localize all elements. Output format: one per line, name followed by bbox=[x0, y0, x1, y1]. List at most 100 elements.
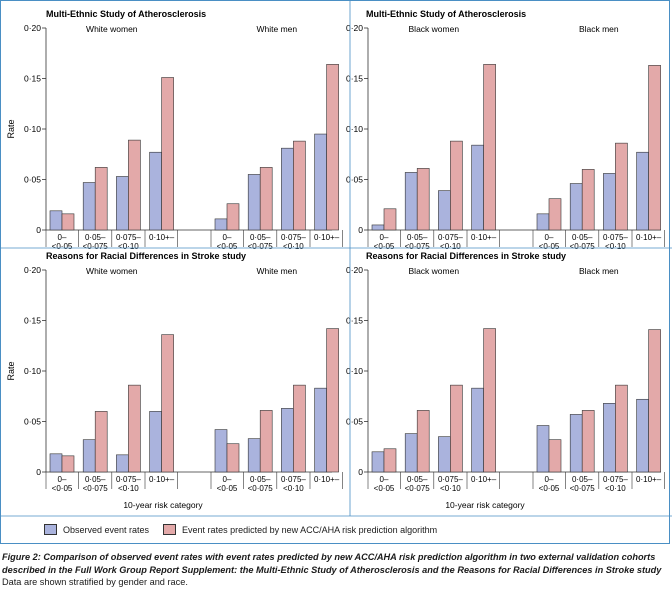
category-label-line1: 0·075– bbox=[438, 475, 463, 484]
bar-observed bbox=[214, 429, 228, 473]
bar-predicted bbox=[259, 167, 273, 231]
bar-predicted bbox=[450, 384, 463, 473]
group-label: White men bbox=[256, 266, 297, 276]
category-label-line2: <0·05 bbox=[539, 484, 560, 493]
bar-predicted bbox=[94, 411, 108, 473]
y-tick-label: 0·05 bbox=[24, 417, 41, 427]
legend-predicted-swatch bbox=[163, 524, 177, 535]
category-label-line2: <0·075 bbox=[248, 484, 274, 493]
category-label-line1: 0·075– bbox=[116, 475, 141, 484]
y-tick-label: 0·15 bbox=[24, 74, 41, 84]
category-label-line2: <0·10 bbox=[118, 484, 139, 493]
y-tick-label: 0 bbox=[36, 225, 41, 235]
bar-predicted bbox=[416, 168, 430, 231]
legend: Observed event rates Event rates predict… bbox=[44, 524, 451, 535]
category-label-line1: 0– bbox=[380, 233, 389, 242]
bar-predicted bbox=[615, 384, 628, 473]
figure-caption: Figure 2: Comparison of observed event r… bbox=[2, 551, 670, 589]
bar-observed bbox=[536, 213, 550, 231]
category-label-line2: <0·075 bbox=[83, 242, 109, 251]
bar-observed bbox=[471, 387, 484, 473]
y-tick-label: 0·10 bbox=[24, 366, 41, 376]
legend-observed-label: Observed event rates bbox=[63, 524, 150, 535]
bar-predicted bbox=[128, 139, 141, 231]
category-label-line2: <0·05 bbox=[217, 242, 238, 251]
category-label-line1: 0·05– bbox=[250, 475, 271, 484]
bar-observed bbox=[281, 408, 294, 473]
x-axis-label: 10-year risk category bbox=[123, 500, 203, 510]
category-label-line1: 0·05– bbox=[572, 475, 593, 484]
bar-predicted bbox=[293, 384, 306, 473]
chart-title: Multi-Ethnic Study of Atherosclerosis bbox=[366, 9, 526, 19]
bar-observed bbox=[82, 182, 96, 231]
group-label: White men bbox=[256, 24, 297, 34]
category-label-line2: <0·05 bbox=[374, 484, 395, 493]
charts-svg: Multi-Ethnic Study of Atherosclerosis 0 0·… bbox=[0, 0, 672, 517]
category-label-line2: <0·10 bbox=[605, 484, 626, 493]
bar-observed bbox=[281, 147, 294, 231]
category-label-line1: 0– bbox=[545, 233, 554, 242]
category-label-line1: 0·075– bbox=[438, 233, 463, 242]
bar-predicted bbox=[648, 65, 661, 231]
bar-observed bbox=[314, 387, 327, 473]
bar-observed bbox=[371, 224, 385, 231]
bar-predicted bbox=[383, 208, 397, 231]
bar-observed bbox=[636, 151, 649, 231]
y-tick-label: 0·10 bbox=[346, 124, 363, 134]
group-label: Black men bbox=[579, 266, 619, 276]
bar-predicted bbox=[326, 328, 339, 473]
chart-panel-2: Multi-Ethnic Study of Atherosclerosis 0 0·… bbox=[346, 9, 665, 251]
category-label-line1: 0·10+– bbox=[314, 233, 340, 242]
bar-observed bbox=[149, 411, 162, 473]
chart-title: Multi-Ethnic Study of Atherosclerosis bbox=[46, 9, 206, 19]
y-tick-label: 0 bbox=[358, 225, 363, 235]
bar-predicted bbox=[161, 334, 174, 473]
bar-predicted bbox=[61, 213, 75, 231]
y-tick-label: 0·20 bbox=[24, 265, 41, 275]
category-label-line1: 0·075– bbox=[281, 475, 306, 484]
x-axis-label: 10-year risk category bbox=[445, 500, 525, 510]
category-label-line1: 0·05– bbox=[407, 233, 428, 242]
category-label-line1: 0– bbox=[58, 475, 67, 484]
legend-observed: Observed event rates bbox=[44, 524, 149, 535]
category-label-line2: <0·05 bbox=[217, 484, 238, 493]
bar-observed bbox=[82, 439, 96, 473]
category-label-line1: 0·05– bbox=[85, 233, 106, 242]
bar-observed bbox=[214, 218, 228, 231]
chart-panel-4: Reasons for Racial Differences in Stroke… bbox=[346, 251, 665, 510]
bar-predicted bbox=[450, 140, 463, 231]
bar-observed bbox=[438, 190, 451, 231]
y-tick-label: 0 bbox=[36, 467, 41, 477]
bar-predicted bbox=[581, 169, 595, 231]
category-label-line2: <0·075 bbox=[570, 484, 596, 493]
bar-observed bbox=[116, 176, 129, 231]
category-label-line2: <0·05 bbox=[539, 242, 560, 251]
category-label-line1: 0·10+– bbox=[314, 475, 340, 484]
category-label-line1: 0·075– bbox=[116, 233, 141, 242]
bar-observed bbox=[471, 144, 484, 231]
legend-predicted: Event rates predicted by new ACC/AHA ris… bbox=[163, 524, 437, 535]
bar-observed bbox=[149, 151, 162, 231]
category-label-line2: <0·10 bbox=[440, 242, 461, 251]
category-label-line2: <0·075 bbox=[248, 242, 274, 251]
legend-observed-swatch bbox=[44, 524, 57, 535]
bar-observed bbox=[116, 454, 129, 473]
chart-title: Reasons for Racial Differences in Stroke… bbox=[366, 251, 566, 261]
category-label-line1: 0·10+– bbox=[149, 475, 175, 484]
y-axis-label: Rate bbox=[6, 361, 16, 380]
bar-predicted bbox=[61, 455, 75, 473]
bar-predicted bbox=[94, 167, 108, 231]
bar-observed bbox=[603, 173, 616, 231]
bar-observed bbox=[603, 403, 616, 473]
chart-panel-1: Multi-Ethnic Study of Atherosclerosis 0 0·… bbox=[6, 9, 343, 251]
y-tick-label: 0·05 bbox=[346, 175, 363, 185]
group-label: Black women bbox=[409, 266, 460, 276]
bar-predicted bbox=[548, 198, 562, 231]
bar-observed bbox=[404, 172, 418, 231]
category-label-line1: 0·10+– bbox=[471, 475, 497, 484]
category-label-line1: 0·075– bbox=[281, 233, 306, 242]
bar-predicted bbox=[548, 439, 562, 473]
bar-predicted bbox=[226, 443, 240, 473]
y-tick-label: 0·15 bbox=[24, 316, 41, 326]
bar-observed bbox=[404, 433, 418, 473]
